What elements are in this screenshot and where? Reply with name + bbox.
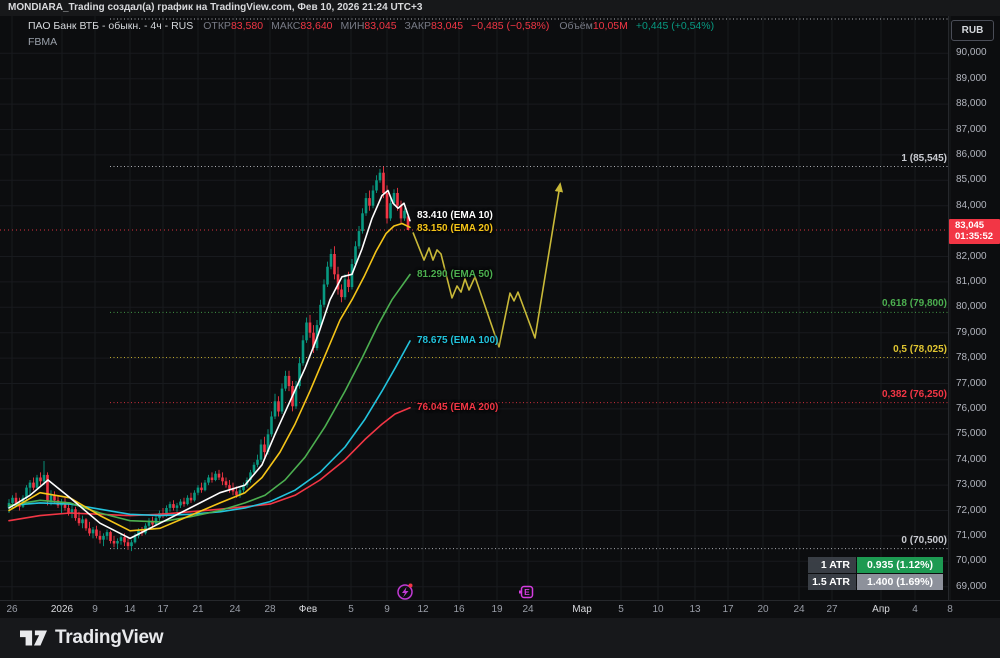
- volume-value: 10,05M: [592, 20, 628, 32]
- volume-change: +0,445 (+0,54%): [635, 20, 715, 32]
- close-label: ЗАКР: [404, 20, 432, 32]
- atr-table: 1 ATR 0.935 (1.12%) 1.5 ATR 1.400 (1.69%…: [808, 557, 943, 591]
- attribution-bar: MONDIARA_Trading создал(а) график на Tra…: [0, 0, 1000, 16]
- symbol-title: ПАО Банк ВТБ - обыкн. - 4ч - RUS: [28, 20, 194, 32]
- flash-event-icon[interactable]: [397, 583, 413, 600]
- tradingview-logo-icon: [20, 630, 47, 646]
- earnings-icon[interactable]: E: [519, 585, 534, 599]
- svg-text:E: E: [524, 587, 530, 597]
- price-axis-separator: [948, 15, 949, 618]
- chart-canvas[interactable]: E: [0, 0, 1000, 600]
- change-value: −0,485 (−0,58%): [471, 20, 550, 32]
- footer-bar: TradingView: [0, 618, 1000, 658]
- tradingview-brand-text: TradingView: [55, 627, 164, 648]
- atr-15-value: 1.400 (1.69%): [857, 574, 943, 590]
- currency-button[interactable]: RUB: [951, 20, 994, 41]
- volume-label: Объём: [559, 20, 593, 32]
- atr-row-1: 1 ATR 0.935 (1.12%): [808, 557, 943, 573]
- last-price-tag: 83,045 01:35:52: [949, 219, 1000, 244]
- last-price-value: 83,045: [955, 220, 985, 231]
- atr-1-value: 0.935 (1.12%): [857, 557, 943, 573]
- open-label: ОТКР: [203, 20, 231, 32]
- time-axis[interactable]: [0, 600, 1000, 618]
- low-label: МИН: [340, 20, 365, 32]
- low-value: 83,045: [364, 20, 397, 32]
- atr-15-label: 1.5 ATR: [808, 574, 856, 590]
- high-label: МАКС: [271, 20, 301, 32]
- close-value: 83,045: [431, 20, 464, 32]
- bar-countdown: 01:35:52: [955, 231, 994, 242]
- high-value: 83,640: [300, 20, 333, 32]
- atr-row-2: 1.5 ATR 1.400 (1.69%): [808, 574, 943, 590]
- indicator-label: FBMA: [28, 36, 58, 48]
- atr-1-label: 1 ATR: [808, 557, 856, 573]
- open-value: 83,580: [230, 20, 264, 32]
- legend: ПАО Банк ВТБ - обыкн. - 4ч - RUS ОТКР83,5…: [28, 20, 714, 32]
